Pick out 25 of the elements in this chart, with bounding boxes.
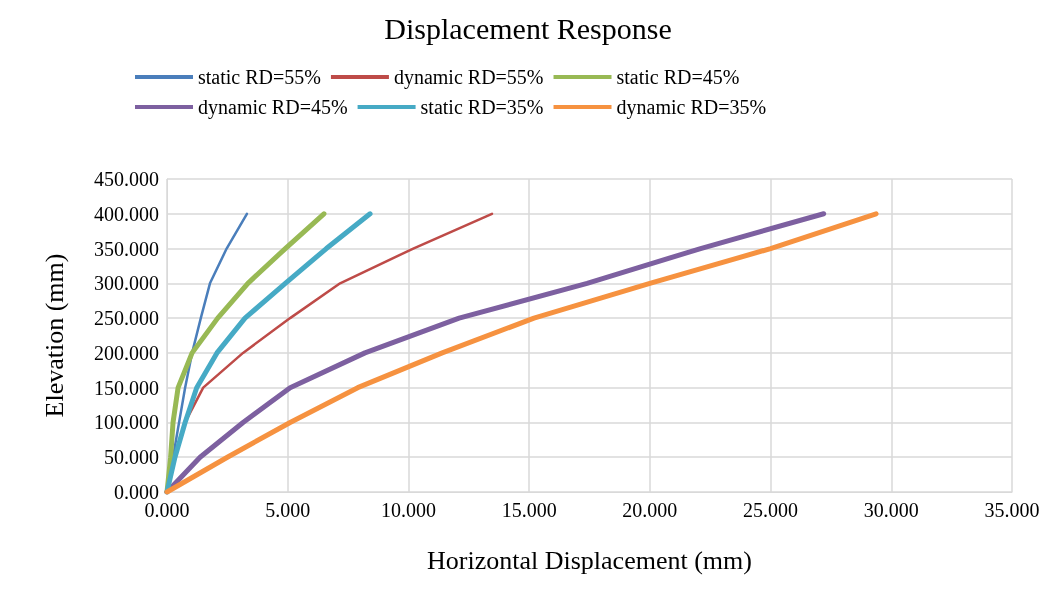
- y-tick-label: 400.000: [94, 202, 159, 225]
- legend-label: static RD=45%: [616, 66, 740, 88]
- x-tick-label: 5.000: [265, 499, 311, 521]
- legend-label: dynamic RD=35%: [616, 96, 767, 119]
- x-tick-label: 15.000: [501, 499, 557, 521]
- legend-label: static RD=55%: [198, 66, 321, 88]
- y-tick-label: 350.000: [94, 237, 159, 260]
- legend-label: static RD=35%: [420, 96, 544, 118]
- y-tick-label: 300.000: [94, 272, 159, 295]
- x-tick-label: 10.000: [380, 499, 436, 521]
- y-tick-label: 250.000: [94, 307, 159, 330]
- y-tick-label: 150.000: [94, 376, 159, 399]
- legend-label: dynamic RD=55%: [393, 66, 544, 89]
- x-tick-label: 20.000: [622, 499, 678, 521]
- y-axis-title: Elevation (mm): [39, 253, 69, 418]
- x-tick-label: 25.000: [743, 499, 799, 521]
- x-tick-label: 35.000: [984, 499, 1040, 521]
- legend-label: dynamic RD=45%: [198, 96, 348, 119]
- y-tick-label: 200.000: [94, 341, 159, 364]
- x-tick-label: 30.000: [863, 499, 919, 521]
- y-tick-label: 50.000: [104, 446, 159, 469]
- x-axis-title: Horizontal Displacement (mm): [427, 545, 752, 575]
- chart-title: Displacement Response: [384, 11, 672, 45]
- y-tick-label: 450.000: [94, 168, 159, 190]
- y-tick-label: 100.000: [94, 411, 159, 434]
